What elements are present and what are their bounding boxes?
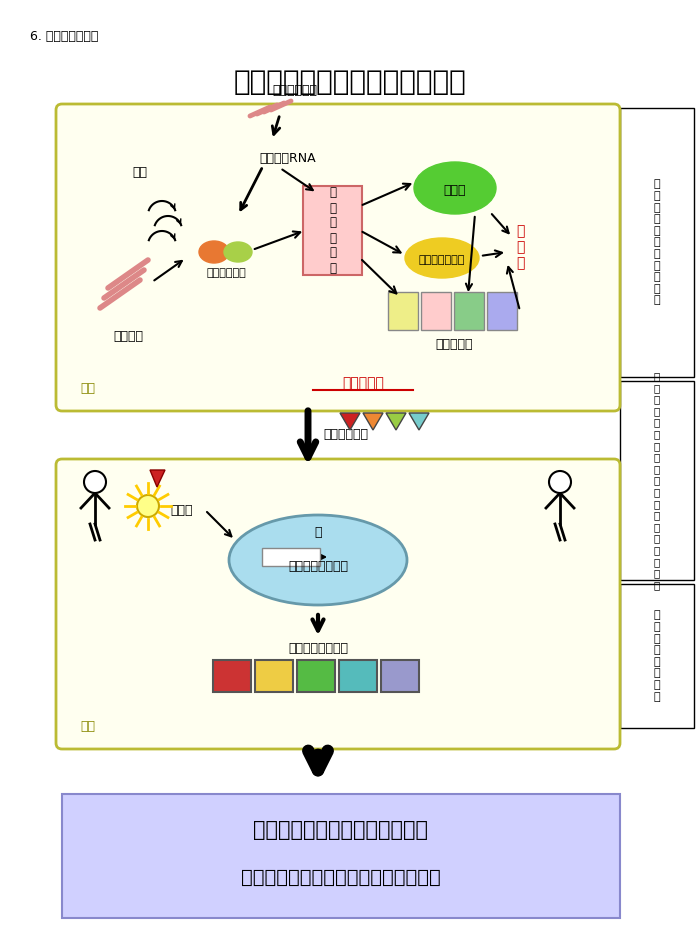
Ellipse shape [405, 238, 479, 278]
Text: 耐病性遺伝子産物: 耐病性遺伝子産物 [288, 642, 348, 655]
Text: 増殖: 増殖 [132, 165, 147, 178]
Text: 遺伝子の発現誘導: 遺伝子の発現誘導 [288, 560, 348, 573]
Bar [487, 292, 517, 330]
Text: 耐
病
性
機
構
の
解
析: 耐 病 性 機 構 の 解 析 [654, 610, 660, 702]
Ellipse shape [229, 515, 407, 605]
Bar [381, 660, 419, 692]
Ellipse shape [137, 495, 159, 517]
Bar [297, 660, 335, 692]
Text: 過敏感反応: 過敏感反応 [342, 376, 384, 390]
Bar [262, 548, 320, 566]
Polygon shape [363, 413, 383, 430]
Bar [454, 292, 484, 330]
Text: 葉緑体: 葉緑体 [444, 185, 466, 198]
Text: ウイルス感染: ウイルス感染 [272, 84, 318, 97]
Polygon shape [150, 470, 165, 487]
Text: 受容体: 受容体 [170, 504, 192, 517]
Polygon shape [386, 413, 406, 430]
Text: 過
敏
感
細
胞
死
の
機
構
解
析: 過 敏 感 細 胞 死 の 機 構 解 析 [654, 179, 660, 305]
Text: 抵
抗
性
遺
伝
子: 抵 抗 性 遺 伝 子 [329, 187, 336, 274]
Text: 病
傷
害
シ
グ
ナ
ル
物
質
と
情
報
伝
達
機
構
の
解
析: 病 傷 害 シ グ ナ ル 物 質 と 情 報 伝 達 機 構 の 解 析 [654, 371, 660, 590]
Polygon shape [409, 413, 429, 430]
Ellipse shape [84, 471, 106, 493]
Ellipse shape [199, 241, 229, 263]
Text: ウイルスRNA: ウイルスRNA [260, 152, 316, 165]
Ellipse shape [549, 471, 571, 493]
Text: 細
胞
死: 細 胞 死 [516, 224, 524, 271]
Bar [421, 292, 451, 330]
Text: ウイルス: ウイルス [113, 330, 143, 343]
Polygon shape [340, 413, 360, 430]
Text: 細胞: 細胞 [80, 382, 95, 395]
Text: 耐病性が増強された植物の作出: 耐病性が増強された植物の作出 [253, 820, 428, 840]
Text: 細胞: 細胞 [80, 720, 95, 733]
Bar [255, 660, 293, 692]
Bar [339, 660, 377, 692]
Text: ミトコンドリア: ミトコンドリア [419, 255, 466, 265]
FancyBboxPatch shape [620, 584, 694, 728]
FancyBboxPatch shape [620, 108, 694, 377]
Text: 抵抗性を誘導する生理活性物質の開発: 抵抗性を誘導する生理活性物質の開発 [241, 868, 441, 886]
Text: 耐病性植物育種の分子基盤研究: 耐病性植物育種の分子基盤研究 [234, 68, 466, 96]
FancyBboxPatch shape [56, 459, 620, 749]
FancyBboxPatch shape [620, 381, 694, 580]
FancyBboxPatch shape [56, 104, 620, 411]
Ellipse shape [414, 162, 496, 214]
Text: 6. 研究のイメージ: 6. 研究のイメージ [30, 30, 99, 43]
FancyBboxPatch shape [303, 186, 362, 275]
FancyBboxPatch shape [62, 794, 620, 918]
Ellipse shape [224, 242, 252, 262]
Bar [213, 660, 251, 692]
Text: 核: 核 [314, 526, 322, 539]
Text: 宿主遺伝子: 宿主遺伝子 [435, 338, 472, 351]
Text: シグナル物質: シグナル物質 [323, 428, 368, 441]
Text: ウイルス産物: ウイルス産物 [206, 268, 246, 278]
Bar [388, 292, 418, 330]
